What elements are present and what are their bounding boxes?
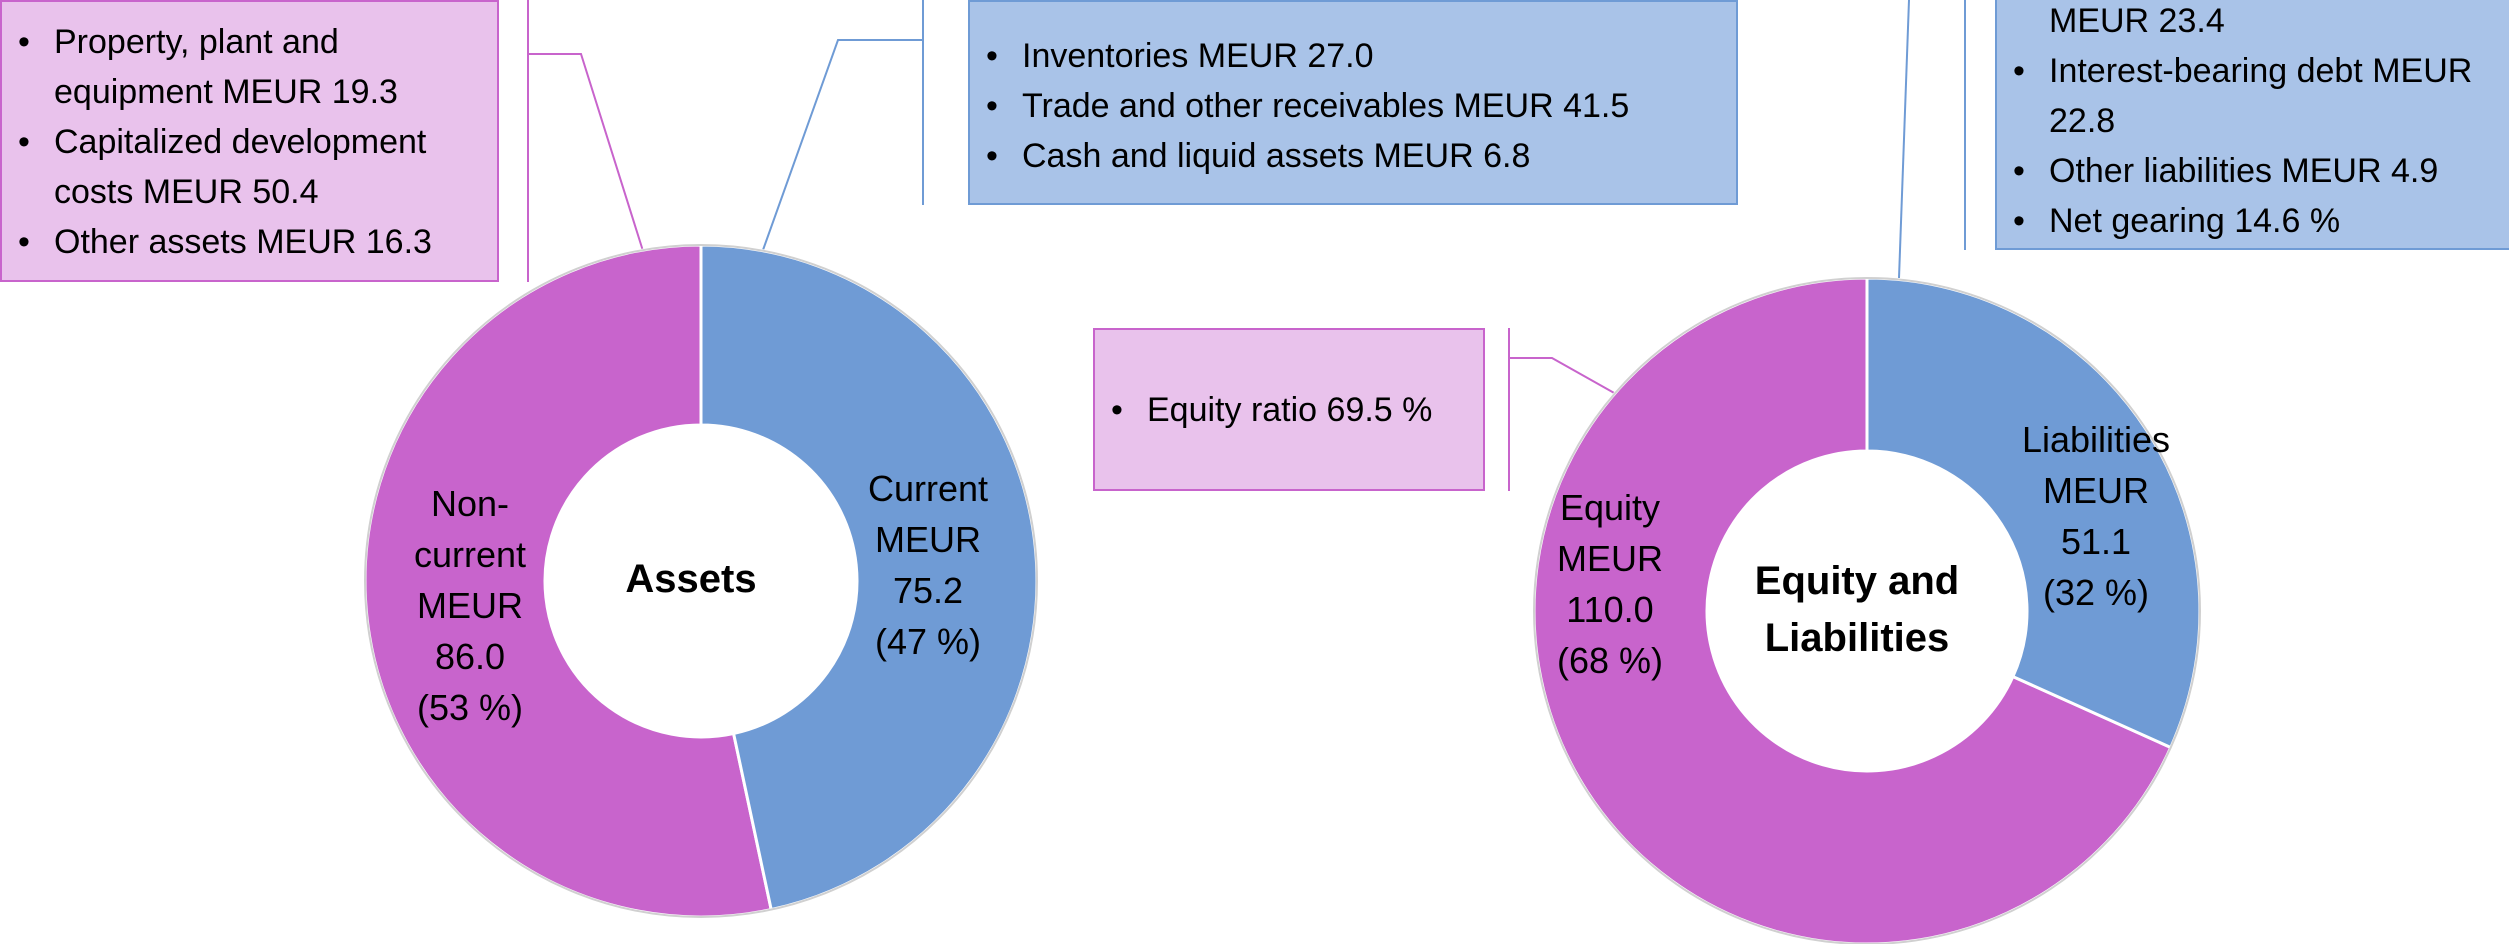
callout-item: Cash and liquid assets MEUR 6.8 bbox=[986, 131, 1726, 181]
slice-value-label: MEUR 86.0 (53 %) bbox=[417, 585, 523, 728]
connector bbox=[528, 53, 644, 252]
callout-item: Other liabilities MEUR 4.9 bbox=[2013, 146, 2503, 196]
callout-item: Other assets MEUR 16.3 bbox=[18, 217, 487, 267]
callout-item: Inventories MEUR 27.0 bbox=[986, 31, 1726, 81]
callout-box: MEUR 23.4 Interest-bearing debt MEUR 22.8… bbox=[1995, 0, 2509, 250]
center-label: Equity and Liabilities bbox=[1755, 559, 1959, 660]
slice-label: Liabilities bbox=[2022, 419, 2170, 460]
callout-box: Equity ratio 69.5 % bbox=[1093, 328, 1485, 491]
callout-item: Trade and other receivables MEUR 41.5 bbox=[986, 81, 1726, 131]
slice-value-label: MEUR 75.2 (47 %) bbox=[875, 519, 981, 662]
connector bbox=[1898, 0, 1910, 279]
connector bbox=[1509, 357, 1617, 395]
callout-item: Interest-bearing debt MEUR 22.8 bbox=[2013, 46, 2503, 146]
connector bbox=[762, 39, 923, 251]
callout-item: Equity ratio 69.5 % bbox=[1111, 385, 1432, 435]
callout-box: Property, plant and equipment MEUR 19.3C… bbox=[0, 0, 499, 282]
donut-outline bbox=[364, 244, 1038, 918]
callout-item: Net gearing 14.6 % bbox=[2013, 196, 2503, 246]
donut-outline bbox=[1533, 277, 2201, 944]
slice-label: Non-current bbox=[414, 483, 526, 575]
callout-item: MEUR 23.4 bbox=[2049, 2, 2225, 40]
slice-value-label: MEUR 51.1 (32 %) bbox=[2043, 470, 2149, 613]
center-label: Assets bbox=[625, 557, 756, 601]
slice-label: Equity bbox=[1560, 487, 1660, 528]
slice-value-label: MEUR 110.0 (68 %) bbox=[1557, 538, 1663, 681]
callout-item: Capitalized development costs MEUR 50.4 bbox=[18, 117, 487, 217]
callout-item: Property, plant and equipment MEUR 19.3 bbox=[18, 17, 487, 117]
callout-box: Inventories MEUR 27.0Trade and other rec… bbox=[968, 0, 1738, 205]
donut-slice bbox=[1865, 276, 2202, 750]
slice-label: Current bbox=[868, 468, 988, 509]
connectors bbox=[527, 0, 1966, 491]
